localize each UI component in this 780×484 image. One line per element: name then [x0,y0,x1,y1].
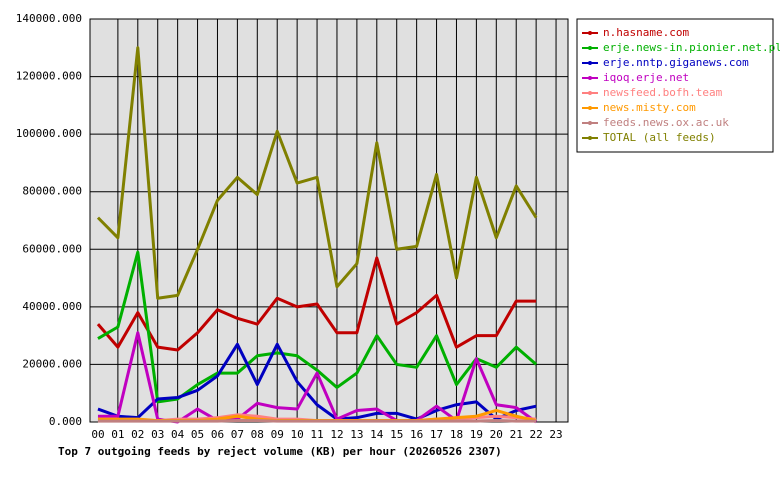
legend-marker [588,76,592,80]
y-tick-label: 40000.000 [22,300,82,313]
x-tick-label: 12 [330,428,343,441]
legend-marker [588,61,592,65]
x-tick-label: 04 [171,428,185,441]
legend-marker [588,121,592,125]
chart-title: Top 7 outgoing feeds by reject volume (K… [58,445,502,458]
legend-label: newsfeed.bofh.team [603,86,723,99]
y-tick-label: 80000.000 [22,185,82,198]
legend-box [576,18,774,153]
x-tick-label: 08 [251,428,264,441]
x-tick-label: 00 [91,428,104,441]
legend-marker [588,91,592,95]
legend-label: erje.news-in.pionier.net.pl [603,41,780,54]
x-tick-label: 09 [271,428,284,441]
series-line [96,256,537,352]
legend-label: n.hasname.com [603,26,689,39]
x-tick-label: 23 [549,428,562,441]
x-tick-label: 07 [231,428,244,441]
x-tick-label: 05 [191,428,204,441]
x-tick-label: 02 [131,428,144,441]
legend-label: iqoq.erje.net [603,71,689,84]
legend-label: erje.nntp.giganews.com [603,56,749,69]
plot-area [89,18,569,423]
y-tick-label: 20000.000 [22,357,82,370]
y-tick-label: 120000.000 [16,70,82,83]
x-tick-label: 19 [470,428,483,441]
x-tick-label: 03 [151,428,164,441]
legend-marker [588,106,592,110]
x-tick-label: 13 [350,428,363,441]
y-tick-label: 100000.000 [16,127,82,140]
x-tick-label: 16 [410,428,423,441]
legend-label: TOTAL (all feeds) [603,131,716,144]
series-line [97,419,537,423]
y-tick-label: 60000.000 [22,242,82,255]
x-tick-label: 06 [211,428,224,441]
series-line [96,46,538,300]
y-tick-label: 0.000 [49,415,82,428]
x-tick-label: 18 [450,428,463,441]
x-tick-label: 17 [430,428,443,441]
legend-label: news.misty.com [603,101,696,114]
x-tick-label: 15 [390,428,403,441]
x-tick-label: 21 [510,428,523,441]
x-tick-label: 10 [291,428,304,441]
x-tick-label: 22 [530,428,543,441]
legend-marker [588,31,592,35]
x-tick-label: 14 [370,428,384,441]
series-line [97,250,538,404]
legend-marker [588,46,592,50]
x-tick-label: 20 [490,428,503,441]
y-tick-label: 140000.000 [16,12,82,25]
x-tick-label: 01 [111,428,124,441]
legend-label: feeds.news.ox.ac.uk [603,116,729,129]
legend-marker [588,136,592,140]
x-tick-label: 11 [310,428,323,441]
